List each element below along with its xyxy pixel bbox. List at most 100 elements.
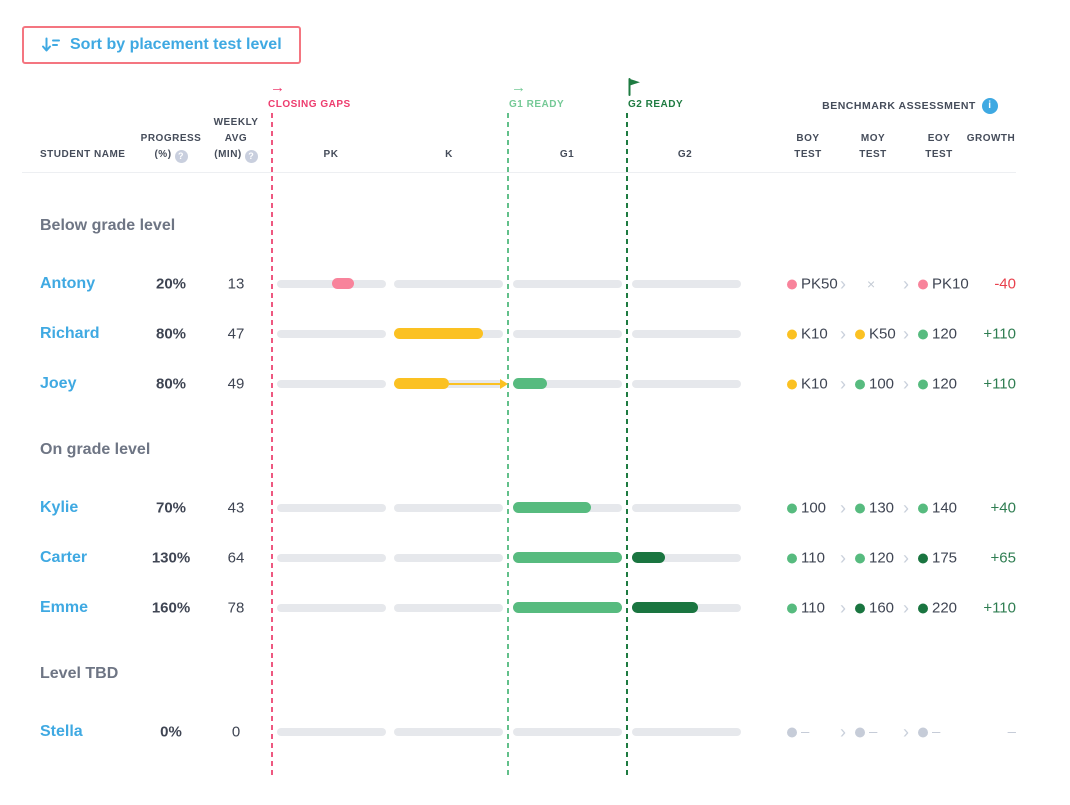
- group-label: Below grade level: [40, 217, 176, 234]
- eoy-test-value: PK10: [918, 276, 969, 293]
- header-boy-line1: BOY: [796, 133, 820, 144]
- level-track-g1: [513, 330, 622, 338]
- benchmark-dot: [855, 379, 865, 389]
- growth-value: -40: [994, 275, 1016, 293]
- benchmark-dot: [855, 603, 865, 613]
- level-track-g2: [632, 728, 741, 736]
- progress-value: 0%: [160, 723, 182, 741]
- student-name-link[interactable]: Kylie: [40, 499, 79, 516]
- eoy-test-value: 140: [918, 500, 957, 517]
- progress-bar-segment: [394, 378, 449, 389]
- boy-test-value: K10: [787, 376, 828, 393]
- chevron-right-icon: ›: [903, 374, 909, 394]
- header-level-pk: PK: [323, 149, 339, 160]
- student-name-link[interactable]: Emme: [40, 599, 89, 616]
- level-track-pk: [277, 554, 386, 562]
- weekly-avg-value: 43: [227, 499, 245, 517]
- student-name-link[interactable]: Stella: [40, 723, 83, 740]
- level-track-k: [394, 504, 503, 512]
- growth-value: +110: [983, 599, 1016, 617]
- progress-bar-segment: [513, 502, 592, 513]
- moy-test-value: 160: [855, 600, 894, 617]
- boy-test-value: –: [787, 724, 809, 741]
- moy-test-value: K50: [855, 326, 896, 343]
- header-eoy-line1: EOY: [927, 133, 951, 144]
- header-boy-test: BOY TEST: [778, 131, 838, 163]
- benchmark-title: BENCHMARK ASSESSMENT: [822, 100, 976, 112]
- progress-bar-segment: [513, 552, 622, 563]
- benchmark-score: 220: [932, 599, 958, 617]
- header-level-g2: G2: [677, 149, 693, 160]
- weekly-avg-value: 78: [227, 599, 245, 617]
- chevron-right-icon: ›: [840, 598, 846, 618]
- closing-gaps-arrow-icon: →: [270, 79, 285, 96]
- benchmark-assessment-header: BENCHMARK ASSESSMENT i: [810, 98, 1010, 114]
- boy-test-value: K10: [787, 326, 828, 343]
- chevron-right-icon: ›: [903, 498, 909, 518]
- level-track-g2: [632, 554, 741, 562]
- progress-value: 160%: [151, 599, 191, 617]
- header-progress-unit: (%): [154, 149, 172, 160]
- boy-test-value: PK50: [787, 276, 838, 293]
- header-moy-line2: TEST: [859, 149, 887, 160]
- progress-value: 70%: [155, 499, 187, 517]
- eoy-test-value: 175: [918, 550, 957, 567]
- student-name-link[interactable]: Joey: [40, 375, 77, 392]
- growth-value: +110: [983, 375, 1016, 393]
- benchmark-score: 160: [869, 599, 895, 617]
- sort-button-label: Sort by placement test level: [70, 36, 282, 53]
- benchmark-dot: [855, 727, 865, 737]
- level-track-pk: [277, 330, 386, 338]
- benchmark-dot: [918, 329, 928, 339]
- level-track-g2: [632, 380, 741, 388]
- info-icon[interactable]: i: [981, 98, 998, 114]
- chevron-right-icon: ›: [840, 722, 846, 742]
- level-track-pk: [277, 604, 386, 612]
- benchmark-dot: [787, 727, 797, 737]
- benchmark-dot: [918, 727, 928, 737]
- sort-by-placement-button[interactable]: Sort by placement test level: [22, 26, 301, 64]
- student-name-link[interactable]: Carter: [40, 549, 88, 566]
- benchmark-score: PK50: [801, 275, 838, 293]
- header-level-k: K: [445, 149, 453, 160]
- header-student-name: STUDENT NAME: [40, 149, 126, 160]
- level-track-g1: [513, 380, 622, 388]
- g1-ready-label: G1 READY: [509, 99, 565, 110]
- benchmark-score: 130: [869, 499, 895, 517]
- benchmark-score: 100: [801, 499, 827, 517]
- level-track-k: [394, 554, 503, 562]
- chevron-right-icon: ›: [840, 498, 846, 518]
- header-weekly-line3: (MIN)?: [196, 147, 276, 163]
- header-divider: [22, 172, 1016, 173]
- growth-value: +110: [983, 325, 1016, 343]
- benchmark-score: –: [932, 723, 941, 741]
- help-icon[interactable]: ?: [244, 149, 258, 163]
- progress-bar-segment: [331, 278, 355, 289]
- chevron-right-icon: ›: [840, 548, 846, 568]
- header-growth: GROWTH: [966, 133, 1016, 144]
- moy-test-value: ×: [855, 276, 875, 292]
- student-name-link[interactable]: Antony: [40, 275, 96, 292]
- eoy-test-value: –: [918, 724, 940, 741]
- boy-test-value: 100: [787, 500, 826, 517]
- weekly-avg-value: 64: [227, 549, 245, 567]
- group-label: Level TBD: [40, 665, 119, 682]
- level-track-g1: [513, 280, 622, 288]
- table-row: Joey 80% 49 K10 100 120 › › +110: [0, 359, 1070, 409]
- table-row: Richard 80% 47 K10 K50 120 › › +110: [0, 309, 1070, 359]
- level-track-k: [394, 728, 503, 736]
- benchmark-dot: [787, 379, 797, 389]
- header-eoy-line2: TEST: [925, 149, 953, 160]
- sort-descending-icon: [42, 37, 60, 52]
- progress-arrow-shaft: [448, 383, 501, 385]
- weekly-avg-value: 49: [227, 375, 245, 393]
- no-test-x-icon: ×: [867, 276, 876, 292]
- weekly-avg-value: 47: [227, 325, 245, 343]
- header-progress-line1: PROGRESS: [140, 133, 202, 144]
- table-row: Kylie 70% 43 100 130 140 › › +40: [0, 483, 1070, 533]
- student-name-link[interactable]: Richard: [40, 325, 100, 342]
- g2-ready-label: G2 READY: [628, 99, 684, 110]
- level-track-pk: [277, 728, 386, 736]
- flag-icon: [628, 78, 641, 101]
- help-icon[interactable]: ?: [174, 149, 188, 163]
